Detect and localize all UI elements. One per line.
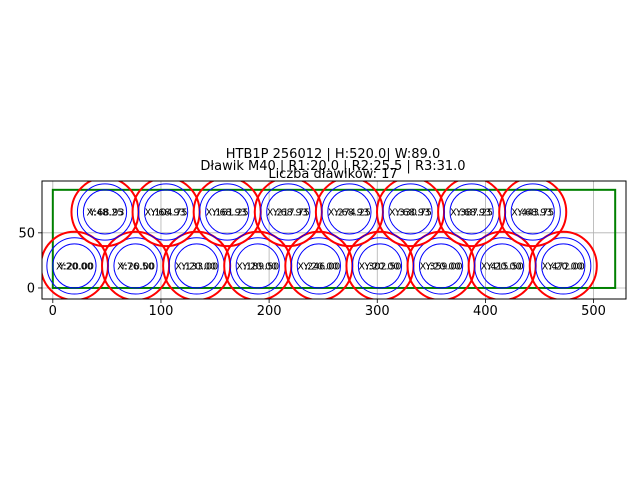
inner-circle — [52, 243, 97, 289]
inner-circle — [510, 189, 555, 235]
point-label-x: X:48.25 — [87, 207, 124, 218]
plot-area: X:20.00Y:20.00 X:76.50Y:20.00 X:133.00Y:20… — [42, 181, 617, 299]
chart-title: HTB1P 256012 | H:520.0| W:89.0 Dławik M4… — [200, 147, 465, 182]
point-label-x: X:359.00 — [420, 261, 463, 272]
point-label-y: Y:68.93 — [455, 207, 491, 218]
inner-circle — [113, 243, 158, 289]
point-label-x: X:302.50 — [358, 261, 401, 272]
point-label-x: X:330.75 — [389, 207, 432, 218]
point-label-y: Y:68.93 — [89, 207, 125, 218]
point-label-x: X:217.75 — [267, 207, 310, 218]
title-line-1: HTB1P 256012 | H:520.0| W:89.0 — [226, 147, 440, 162]
point-label-y: Y:20.00 — [180, 261, 216, 272]
point-label-y: Y:68.93 — [150, 207, 186, 218]
point-label-x: X:443.75 — [511, 207, 554, 218]
point-label-x: X:76.50 — [117, 261, 154, 272]
x-tick-label: 200 — [257, 304, 282, 319]
point-label-x: X:387.25 — [450, 207, 493, 218]
point-label-y: Y:20.00 — [119, 261, 155, 272]
y-tick-label: 50 — [18, 226, 35, 241]
point-label-y: Y:68.93 — [272, 207, 308, 218]
point-label-x: X:20.00 — [56, 261, 93, 272]
inner-circle — [388, 189, 433, 235]
point-label-y: Y:68.93 — [211, 207, 247, 218]
inner-circle — [449, 189, 494, 235]
point-label-y: Y:20.00 — [241, 261, 277, 272]
point-label-y: Y:68.93 — [516, 207, 552, 218]
inner-circle — [357, 243, 403, 289]
point-label-x: X:246.00 — [297, 261, 340, 272]
point-label-x: X:189.50 — [236, 261, 279, 272]
x-tick-label: 300 — [365, 304, 390, 319]
title-line-2: Dławik M40 | R1:20.0 | R2:25.5 | R3:31.0 — [200, 159, 465, 174]
x-tick-label: 100 — [149, 304, 174, 319]
inner-circle — [143, 189, 189, 235]
point-label-y: Y:20.00 — [486, 261, 522, 272]
outer-circle — [498, 181, 568, 248]
inner-circle — [296, 243, 341, 289]
inner-circle — [480, 243, 525, 289]
y-tick-label: 0 — [27, 281, 35, 296]
x-tick-label: 0 — [49, 304, 57, 319]
point-label-x: X:161.25 — [206, 207, 249, 218]
point-label-x: X:133.00 — [175, 261, 218, 272]
inner-circle — [266, 189, 311, 235]
inner-circle — [82, 189, 128, 235]
point-label-y: Y:20.00 — [58, 261, 94, 272]
inner-circle — [235, 243, 280, 289]
inner-circle — [418, 243, 464, 289]
point-label-y: Y:20.00 — [547, 261, 583, 272]
point-label-x: X:274.25 — [328, 207, 371, 218]
outer-circle — [528, 230, 598, 299]
point-label-y: Y:68.93 — [333, 207, 369, 218]
axis-ticks: 0 100 200 300 400 500 0 50 — [18, 226, 606, 319]
inner-circle — [541, 243, 586, 289]
inner-circle — [327, 189, 372, 235]
point-label-y: Y:20.00 — [363, 261, 399, 272]
point-label-x: X:415.50 — [481, 261, 524, 272]
point-label-y: Y:68.93 — [394, 207, 430, 218]
inner-circle — [205, 189, 250, 235]
inner-circle — [174, 243, 219, 289]
middle-circle — [535, 237, 592, 295]
point-label-y: Y:20.00 — [302, 261, 338, 272]
middle-circle — [504, 183, 561, 241]
point-label-x: X:472.00 — [542, 261, 585, 272]
x-tick-label: 500 — [581, 304, 606, 319]
point-label-y: Y:20.00 — [425, 261, 461, 272]
point-label-x: X:104.75 — [145, 207, 188, 218]
title-line-3: Liczba dławików: 17 — [268, 167, 397, 182]
x-tick-label: 400 — [473, 304, 498, 319]
axes-frame — [41, 180, 627, 300]
